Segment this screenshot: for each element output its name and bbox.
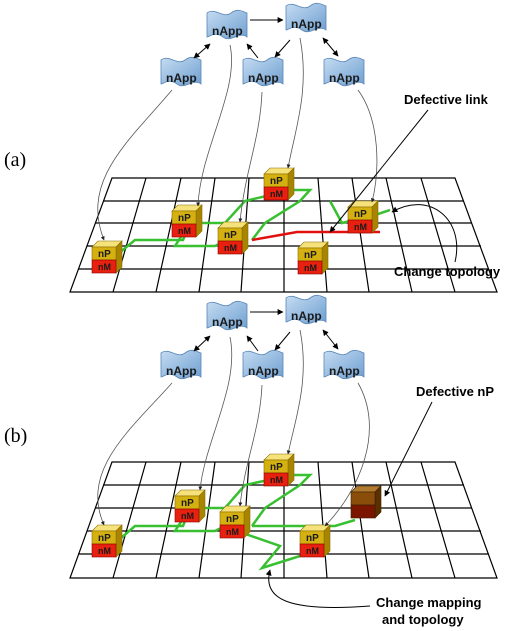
nm-label: nM xyxy=(98,546,111,556)
panel-a-nodes: nP nM nP nM nP nM nP nM nP nM xyxy=(91,167,379,275)
panel-b: (b) nP nM nP nM xyxy=(4,294,498,627)
nm-label: nM xyxy=(226,527,239,537)
nm-label: nM xyxy=(181,511,194,521)
napp-box: nApp xyxy=(206,9,248,40)
panel-a-mapping-curves xyxy=(97,37,378,241)
nm-label: nM xyxy=(354,222,367,232)
nm-label: nM xyxy=(178,226,191,236)
napp-box: nApp xyxy=(242,56,284,87)
node-np: nP nM xyxy=(263,167,295,201)
nm-label: nM xyxy=(270,475,283,485)
napp-box: nApp xyxy=(285,294,327,325)
node-np: nP nM xyxy=(263,453,295,487)
np-label: nP xyxy=(181,498,194,509)
napp-label: nApp xyxy=(212,315,243,329)
napp-label: nApp xyxy=(291,309,322,323)
np-label: nP xyxy=(354,209,367,220)
napp-box: nApp xyxy=(160,56,202,87)
napp-label: nApp xyxy=(166,364,197,378)
change-mapping-annotation-line1: Change mapping xyxy=(376,595,482,610)
panel-a: (a) nP nM nP nM xyxy=(4,2,501,293)
defective-np-annotation: Defective nP xyxy=(416,384,494,399)
nm-label: nM xyxy=(304,263,317,273)
nm-label: nM xyxy=(98,262,111,272)
np-label: nP xyxy=(226,514,239,525)
node-np: nP nM xyxy=(299,524,331,558)
np-label: nP xyxy=(304,250,317,261)
np-label: nP xyxy=(270,176,283,187)
node-np: nP nM xyxy=(171,204,203,238)
napp-label: nApp xyxy=(248,71,279,85)
panel-a-label: (a) xyxy=(4,149,26,171)
node-np: nP nM xyxy=(347,200,379,234)
napp-label: nApp xyxy=(248,364,279,378)
node-np: nP nM xyxy=(219,505,251,539)
napp-box: nApp xyxy=(206,300,248,331)
node-np: nP nM xyxy=(217,221,249,255)
napp-label: nApp xyxy=(329,364,360,378)
panel-b-nodes: nP nM nP nM nP nM nP nM xyxy=(91,453,382,558)
napp-label: nApp xyxy=(291,17,322,31)
np-label: nP xyxy=(270,462,283,473)
panel-b-app-arrows xyxy=(193,309,339,352)
change-topology-annotation: Change topology xyxy=(394,264,501,279)
nm-label: nM xyxy=(224,243,237,253)
panel-a-grid xyxy=(69,177,498,293)
napp-box: nApp xyxy=(323,349,365,380)
napp-box: nApp xyxy=(160,349,202,380)
napp-box: nApp xyxy=(323,56,365,87)
np-label: nP xyxy=(306,533,319,544)
np-label: nP xyxy=(224,230,237,241)
napp-label: nApp xyxy=(212,24,243,38)
node-np: nP nM xyxy=(297,241,329,275)
node-np: nP nM xyxy=(91,524,123,558)
panel-b-mapping-curves xyxy=(97,329,370,527)
np-label: nP xyxy=(178,213,191,224)
np-label: nP xyxy=(98,249,111,260)
node-np: nP nM xyxy=(174,489,206,523)
np-label: nP xyxy=(98,533,111,544)
change-mapping-annotation-line2: and topology xyxy=(382,612,464,627)
napp-box: nApp xyxy=(242,349,284,380)
defective-node-np xyxy=(350,485,382,519)
defective-link-annotation: Defective link xyxy=(404,92,489,107)
panel-a-apps: nApp nApp nApp nApp nApp xyxy=(160,2,365,87)
nm-label: nM xyxy=(270,189,283,199)
node-np: nP nM xyxy=(91,240,123,274)
napp-label: nApp xyxy=(329,71,360,85)
panel-a-app-arrows xyxy=(193,17,339,59)
napp-box: nApp xyxy=(285,2,327,33)
panel-b-apps: nApp nApp nApp nApp nApp xyxy=(160,294,365,380)
panel-b-label: (b) xyxy=(4,425,27,447)
nm-label: nM xyxy=(306,546,319,556)
napp-label: nApp xyxy=(166,71,197,85)
